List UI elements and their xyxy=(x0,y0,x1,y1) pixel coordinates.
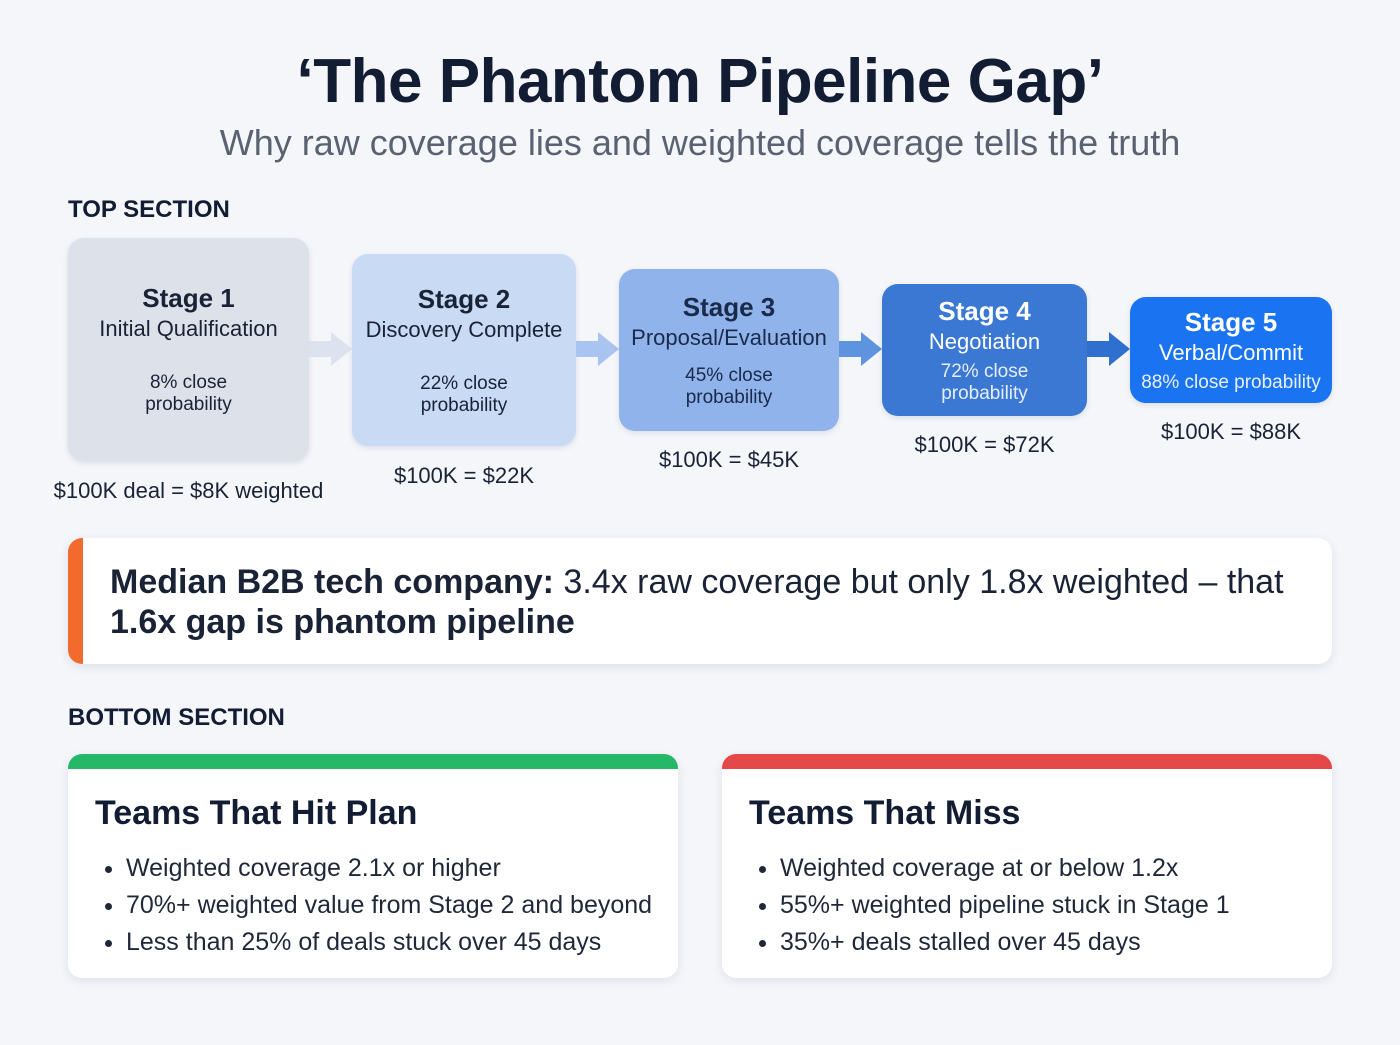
top-section-label: TOP SECTION xyxy=(68,196,230,223)
card-color-bar xyxy=(722,754,1332,769)
card-color-bar xyxy=(68,754,678,769)
stage-5-card: Stage 5 Verbal/Commit 88% close probabil… xyxy=(1130,297,1332,403)
stage-4-name: Stage 4 xyxy=(938,295,1031,326)
stage-4-value: $100K = $72K xyxy=(914,432,1055,457)
page-title: ‘The Phantom Pipeline Gap’ xyxy=(296,47,1104,116)
list-item: 70%+ weighted value from Stage 2 and bey… xyxy=(104,887,652,924)
teams-miss-card: Teams That Miss Weighted coverage at or … xyxy=(722,754,1332,978)
bullet-list: Weighted coverage 2.1x or higher 70%+ we… xyxy=(104,850,652,961)
stage-1-name: Stage 1 xyxy=(142,283,235,313)
stage-3-name: Stage 3 xyxy=(682,291,776,322)
stage-4-description: Negotiation xyxy=(928,328,1041,354)
stage-1-probability: 8% close probability xyxy=(145,372,232,415)
stage-5-description: Verbal/Commit xyxy=(1158,339,1304,365)
page-subtitle: Why raw coverage lies and weighted cover… xyxy=(219,122,1181,163)
arrow-right-icon xyxy=(309,332,352,366)
list-item: Weighted coverage 2.1x or higher xyxy=(104,850,652,887)
stage-3-card: Stage 3 Proposal/Evaluation 45% close pr… xyxy=(619,269,839,431)
stage-2-name: Stage 2 xyxy=(417,283,511,314)
arrow-right-icon xyxy=(1087,332,1130,366)
stage-1-card: Stage 1 Initial Qualification 8% close p… xyxy=(68,238,309,461)
arrow-right-icon xyxy=(576,332,619,366)
list-item: Less than 25% of deals stuck over 45 day… xyxy=(104,924,652,961)
stage-3-description: Proposal/Evaluation xyxy=(631,324,827,350)
callout-text: Median B2B tech company: 3.4x raw covera… xyxy=(110,563,1284,641)
teams-hit-plan-card: Teams That Hit Plan Weighted coverage 2.… xyxy=(68,754,678,978)
stage-3-value: $100K = $45K xyxy=(658,447,800,472)
stage-5-name: Stage 5 xyxy=(1184,306,1278,337)
bullet-list: Weighted coverage at or below 1.2x 55%+ … xyxy=(759,850,1230,961)
list-item: 55%+ weighted pipeline stuck in Stage 1 xyxy=(759,887,1230,924)
stage-5-probability: 88% close probability xyxy=(1141,371,1321,393)
list-item: 35%+ deals stalled over 45 days xyxy=(759,924,1230,961)
list-item: Weighted coverage at or below 1.2x xyxy=(759,850,1230,887)
stage-2-description: Discovery Complete xyxy=(365,316,563,342)
bottom-section-label: BOTTOM SECTION xyxy=(68,704,285,731)
callout-box: Median B2B tech company: 3.4x raw covera… xyxy=(68,538,1332,664)
card-title: Teams That Hit Plan xyxy=(95,794,418,832)
stage-5-value: $100K = $88K xyxy=(1160,419,1302,444)
arrow-right-icon xyxy=(839,332,882,366)
stage-1-value: $100K deal = $8K weighted xyxy=(53,478,324,503)
stage-2-card: Stage 2 Discovery Complete 22% close pro… xyxy=(352,254,576,446)
stage-3-probability: 45% close probability xyxy=(685,364,773,408)
card-title: Teams That Miss xyxy=(749,794,1021,832)
stage-2-value: $100K = $22K xyxy=(393,463,535,488)
stage-1-description: Initial Qualification xyxy=(99,316,278,341)
stage-4-card: Stage 4 Negotiation 72% close probabilit… xyxy=(882,284,1087,416)
stage-4-probability: 72% close probability xyxy=(940,360,1029,404)
stage-2-probability: 22% close probability xyxy=(420,372,508,416)
callout-accent xyxy=(68,538,83,664)
